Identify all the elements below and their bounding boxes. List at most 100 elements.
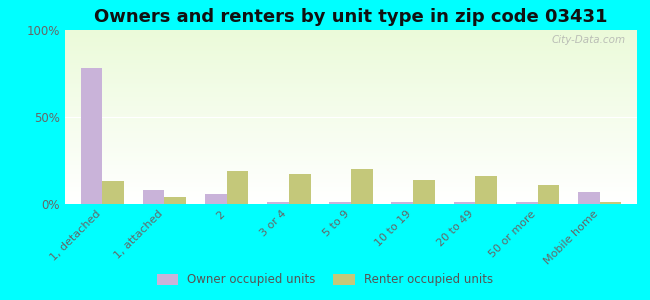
Bar xyxy=(65,117,637,118)
Bar xyxy=(65,85,637,86)
Bar xyxy=(65,90,637,91)
Bar xyxy=(65,173,637,174)
Bar xyxy=(102,182,124,204)
Bar xyxy=(65,186,637,187)
Bar xyxy=(65,93,637,94)
Bar xyxy=(65,128,637,129)
Bar xyxy=(65,145,637,146)
Bar xyxy=(65,44,637,45)
Bar xyxy=(65,114,637,115)
Bar xyxy=(65,82,637,83)
Bar xyxy=(81,68,102,204)
Bar xyxy=(65,88,637,89)
Bar xyxy=(65,108,637,109)
Bar xyxy=(65,189,637,190)
Bar xyxy=(65,122,637,123)
Bar xyxy=(65,166,637,167)
Bar xyxy=(65,130,637,131)
Bar xyxy=(267,202,289,204)
Bar xyxy=(65,45,637,46)
Bar xyxy=(65,165,637,166)
Bar xyxy=(65,184,637,185)
Bar xyxy=(65,61,637,62)
Bar xyxy=(65,126,637,127)
Bar xyxy=(475,176,497,204)
Bar xyxy=(65,167,637,168)
Bar xyxy=(65,190,637,191)
Bar xyxy=(65,84,637,85)
Bar xyxy=(65,168,637,169)
Bar xyxy=(65,185,637,186)
Bar xyxy=(65,144,637,145)
Bar xyxy=(65,191,637,192)
Bar xyxy=(65,129,637,130)
Bar xyxy=(65,79,637,80)
Bar xyxy=(65,89,637,90)
Bar xyxy=(65,195,637,196)
Bar xyxy=(65,110,637,111)
Bar xyxy=(65,177,637,178)
Bar xyxy=(65,76,637,77)
Bar xyxy=(65,75,637,76)
Bar xyxy=(65,105,637,106)
Bar xyxy=(227,171,248,204)
Bar xyxy=(65,151,637,152)
Bar xyxy=(65,102,637,103)
Bar xyxy=(65,52,637,53)
Bar xyxy=(65,201,637,202)
Bar xyxy=(65,109,637,110)
Bar xyxy=(65,47,637,48)
Bar xyxy=(65,187,637,188)
Bar xyxy=(65,203,637,204)
Bar xyxy=(65,74,637,75)
Bar xyxy=(65,162,637,163)
Bar xyxy=(65,62,637,63)
Bar xyxy=(65,198,637,199)
Bar xyxy=(65,72,637,73)
Bar xyxy=(65,176,637,177)
Bar xyxy=(65,101,637,102)
Bar xyxy=(65,196,637,197)
Bar xyxy=(65,91,637,92)
Bar xyxy=(65,51,637,52)
Bar xyxy=(65,39,637,40)
Bar xyxy=(65,73,637,74)
Bar xyxy=(65,183,637,184)
Bar xyxy=(65,53,637,54)
Bar xyxy=(65,138,637,139)
Bar xyxy=(65,34,637,35)
Title: Owners and renters by unit type in zip code 03431: Owners and renters by unit type in zip c… xyxy=(94,8,608,26)
Bar xyxy=(65,100,637,101)
Bar xyxy=(65,67,637,68)
Bar xyxy=(65,35,637,36)
Bar xyxy=(65,33,637,34)
Bar xyxy=(65,172,637,173)
Bar xyxy=(65,121,637,122)
Bar xyxy=(65,135,637,136)
Bar xyxy=(65,30,637,31)
Bar xyxy=(65,41,637,42)
Legend: Owner occupied units, Renter occupied units: Owner occupied units, Renter occupied un… xyxy=(152,269,498,291)
Bar xyxy=(65,178,637,179)
Bar xyxy=(65,83,637,84)
Bar xyxy=(65,43,637,44)
Bar xyxy=(65,106,637,107)
Bar xyxy=(65,113,637,114)
Bar xyxy=(65,65,637,66)
Bar xyxy=(65,192,637,193)
Bar xyxy=(65,116,637,117)
Bar xyxy=(65,107,637,108)
Bar xyxy=(65,40,637,41)
Bar xyxy=(65,152,637,153)
Bar xyxy=(330,202,351,204)
Bar xyxy=(538,185,559,204)
Bar xyxy=(65,154,637,155)
Bar xyxy=(65,56,637,57)
Text: City-Data.com: City-Data.com xyxy=(551,35,625,45)
Bar xyxy=(65,64,637,65)
Bar xyxy=(65,81,637,82)
Bar xyxy=(65,96,637,97)
Bar xyxy=(65,160,637,161)
Bar xyxy=(65,94,637,95)
Bar xyxy=(65,175,637,176)
